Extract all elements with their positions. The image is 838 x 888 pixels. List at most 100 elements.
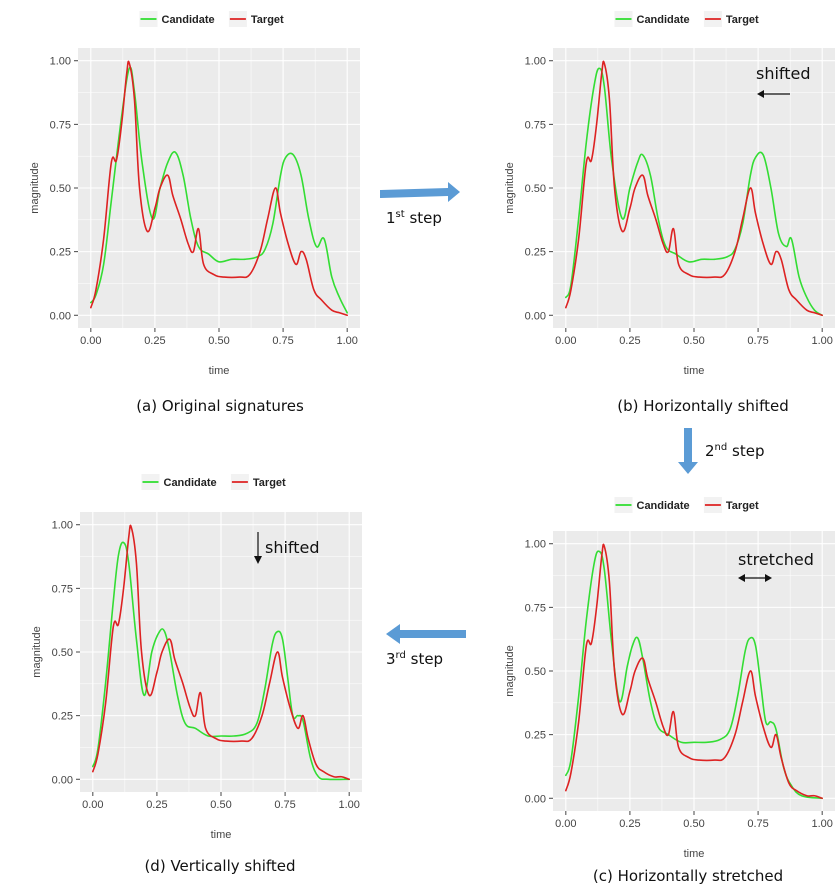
legend-label-candidate: Candidate	[164, 477, 217, 489]
x-axis-label: time	[211, 829, 232, 841]
legend-label-target: Target	[726, 14, 759, 26]
legend: Candidate Target	[614, 497, 759, 513]
y-axis-label: magnitude	[29, 162, 41, 213]
x-tick-label: 0.50	[210, 799, 231, 811]
series-line-candidate	[90, 66, 348, 314]
series-line-target	[90, 60, 348, 317]
step-1-label: 1st step	[386, 209, 442, 227]
x-tick-label: 1.00	[338, 799, 359, 811]
y-tick-label: 0.75	[525, 119, 546, 131]
step-1-suffix: st	[395, 209, 405, 220]
x-tick-label: 0.00	[82, 799, 103, 811]
chart-panel-d: 0.00 0.25 0.50 0.75 1.00 0.00 0.25 0.50 0.75 1.00…	[31, 474, 362, 841]
legend-label-candidate: Candidate	[162, 14, 215, 26]
x-tick-label: 1.00	[811, 335, 832, 347]
step-2-ordinal: 2	[705, 442, 715, 460]
step-2-label: 2nd step	[705, 442, 764, 460]
y-tick-label: 0.25	[525, 730, 546, 742]
y-tick-label: 0.00	[525, 793, 546, 805]
y-tick-label: 0.00	[525, 310, 546, 322]
series-line-candidate	[565, 550, 823, 800]
vshift-arrow-head	[254, 556, 262, 564]
x-axis-label: time	[684, 848, 705, 860]
y-axis-label: magnitude	[504, 162, 516, 213]
legend-label-target: Target	[251, 14, 284, 26]
step-1-arrow	[380, 182, 460, 202]
x-tick-label: 0.75	[272, 335, 293, 347]
step-2-arrow	[678, 428, 698, 474]
x-tick-label: 0.25	[619, 818, 640, 830]
caption-a: (a) Original signatures	[136, 397, 304, 415]
legend-label-target: Target	[253, 477, 286, 489]
y-tick-label: 0.75	[525, 602, 546, 614]
y-tick-label: 1.00	[525, 56, 546, 68]
chart-panel-b: 0.00 0.25 0.50 0.75 1.00 0.00 0.25 0.50 0.75 1.00…	[504, 11, 835, 377]
x-tick-label: 0.75	[274, 799, 295, 811]
y-axis-label: magnitude	[31, 626, 43, 677]
y-tick-label: 0.25	[525, 247, 546, 259]
x-axis-label: time	[209, 365, 230, 377]
y-tick-label: 0.75	[50, 119, 71, 131]
x-tick-label: 1.00	[811, 818, 832, 830]
y-tick-label: 0.50	[525, 666, 546, 678]
y-tick-label: 0.50	[525, 183, 546, 195]
x-tick-label: 0.50	[208, 335, 229, 347]
legend-label-candidate: Candidate	[637, 500, 690, 512]
y-tick-label: 1.00	[52, 520, 73, 532]
y-tick-label: 0.25	[50, 247, 71, 259]
legend: Candidate Target	[139, 11, 284, 27]
x-tick-label: 0.50	[683, 818, 704, 830]
y-axis-label: magnitude	[504, 645, 516, 696]
step-3-ordinal: 3	[386, 650, 396, 668]
annotation-shifted-b: shifted	[756, 64, 811, 83]
step-2-word: step	[732, 442, 765, 460]
x-tick-label: 0.00	[80, 335, 101, 347]
annotation-stretched-c: stretched	[738, 550, 814, 569]
stretch-arrow-head-left	[738, 574, 745, 582]
series-line-candidate	[565, 67, 823, 317]
legend-label-target: Target	[726, 500, 759, 512]
series-line-target	[565, 543, 823, 800]
shift-arrow-head	[757, 90, 764, 98]
x-tick-label: 0.25	[146, 799, 167, 811]
x-tick-label: 1.00	[336, 335, 357, 347]
stretch-arrow-head-right	[765, 574, 772, 582]
y-tick-label: 0.50	[52, 647, 73, 659]
y-tick-label: 0.50	[50, 183, 71, 195]
x-tick-label: 0.50	[683, 335, 704, 347]
chart-panel-a: 0.00 0.25 0.50 0.75 1.00 0.00 0.25 0.50 0.75 1.00…	[29, 11, 360, 377]
step-3-suffix: rd	[395, 650, 406, 661]
step-1-ordinal: 1	[386, 209, 396, 227]
series-line-target	[565, 60, 823, 317]
x-tick-label: 0.75	[747, 818, 768, 830]
y-tick-label: 0.00	[50, 310, 71, 322]
step-1-word: step	[409, 209, 442, 227]
y-tick-label: 1.00	[50, 56, 71, 68]
step-3-arrow	[386, 624, 466, 644]
caption-d: (d) Vertically shifted	[144, 857, 296, 875]
caption-b: (b) Horizontally shifted	[617, 397, 789, 415]
x-tick-label: 0.00	[555, 818, 576, 830]
x-tick-label: 0.25	[144, 335, 165, 347]
annotation-shifted-d: shifted	[265, 538, 320, 557]
x-tick-label: 0.25	[619, 335, 640, 347]
step-3-word: step	[410, 650, 444, 668]
y-tick-label: 0.75	[52, 583, 73, 595]
y-tick-label: 0.00	[52, 774, 73, 786]
y-tick-label: 0.25	[52, 711, 73, 723]
chart-panel-c: 0.00 0.25 0.50 0.75 1.00 0.00 0.25 0.50 0.75 1.00…	[504, 497, 835, 860]
legend: Candidate Target	[141, 474, 286, 490]
step-2-suffix: nd	[714, 442, 728, 453]
x-axis-label: time	[684, 365, 705, 377]
series-line-candidate	[92, 541, 350, 781]
y-tick-label: 1.00	[525, 539, 546, 551]
series-line-target	[92, 524, 350, 781]
x-tick-label: 0.75	[747, 335, 768, 347]
step-3-label: 3rd step	[386, 650, 443, 668]
caption-c: (c) Horizontally stretched	[592, 867, 784, 885]
legend-label-candidate: Candidate	[637, 14, 690, 26]
x-tick-label: 0.00	[555, 335, 576, 347]
legend: Candidate Target	[614, 11, 759, 27]
